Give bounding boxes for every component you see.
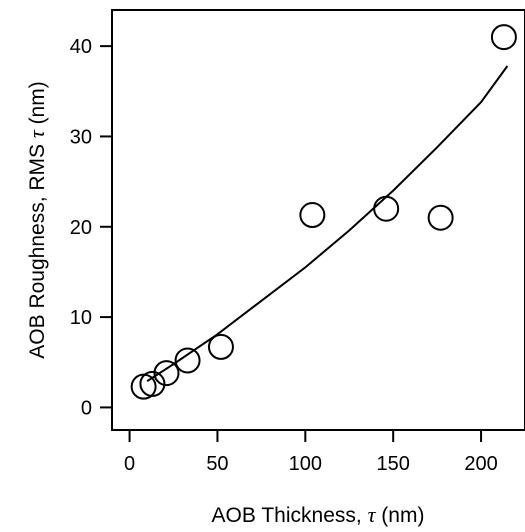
fit-curve [146, 65, 509, 383]
x-tick-label: 200 [464, 453, 497, 475]
y-tick-label: 40 [70, 36, 92, 58]
data-point [207, 333, 234, 360]
data-point [153, 360, 180, 387]
data-point [490, 24, 517, 51]
y-tick-label: 10 [70, 307, 92, 329]
x-tick-label: 50 [206, 453, 228, 475]
x-tick-label: 150 [377, 453, 410, 475]
y-tick-label: 0 [81, 397, 92, 419]
data-point [299, 202, 326, 229]
x-tick-label: 100 [289, 453, 322, 475]
x-tick-label: 0 [124, 453, 135, 475]
data-point [174, 347, 201, 374]
data-points [130, 24, 517, 400]
x-axis-ticks: 0 50 100 150 200 [124, 430, 498, 475]
plot-frame [111, 9, 525, 431]
data-point [427, 204, 454, 231]
x-axis-title: AOB Thickness, τ (nm) [212, 502, 425, 527]
data-point [373, 195, 400, 222]
y-axis-ticks: 0 10 20 30 40 [70, 36, 112, 419]
y-tick-label: 20 [70, 217, 92, 239]
y-axis-title: AOB Roughness, RMS τ (nm) [24, 81, 49, 358]
y-tick-label: 30 [70, 126, 92, 148]
